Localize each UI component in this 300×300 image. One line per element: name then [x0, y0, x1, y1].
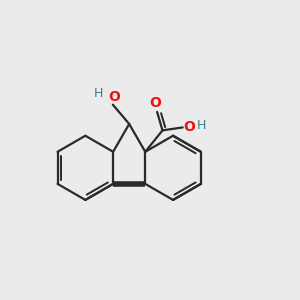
Text: O: O — [150, 96, 162, 110]
Text: O: O — [184, 120, 196, 134]
Text: H: H — [197, 119, 206, 132]
Text: O: O — [108, 90, 120, 104]
Text: H: H — [94, 87, 103, 100]
